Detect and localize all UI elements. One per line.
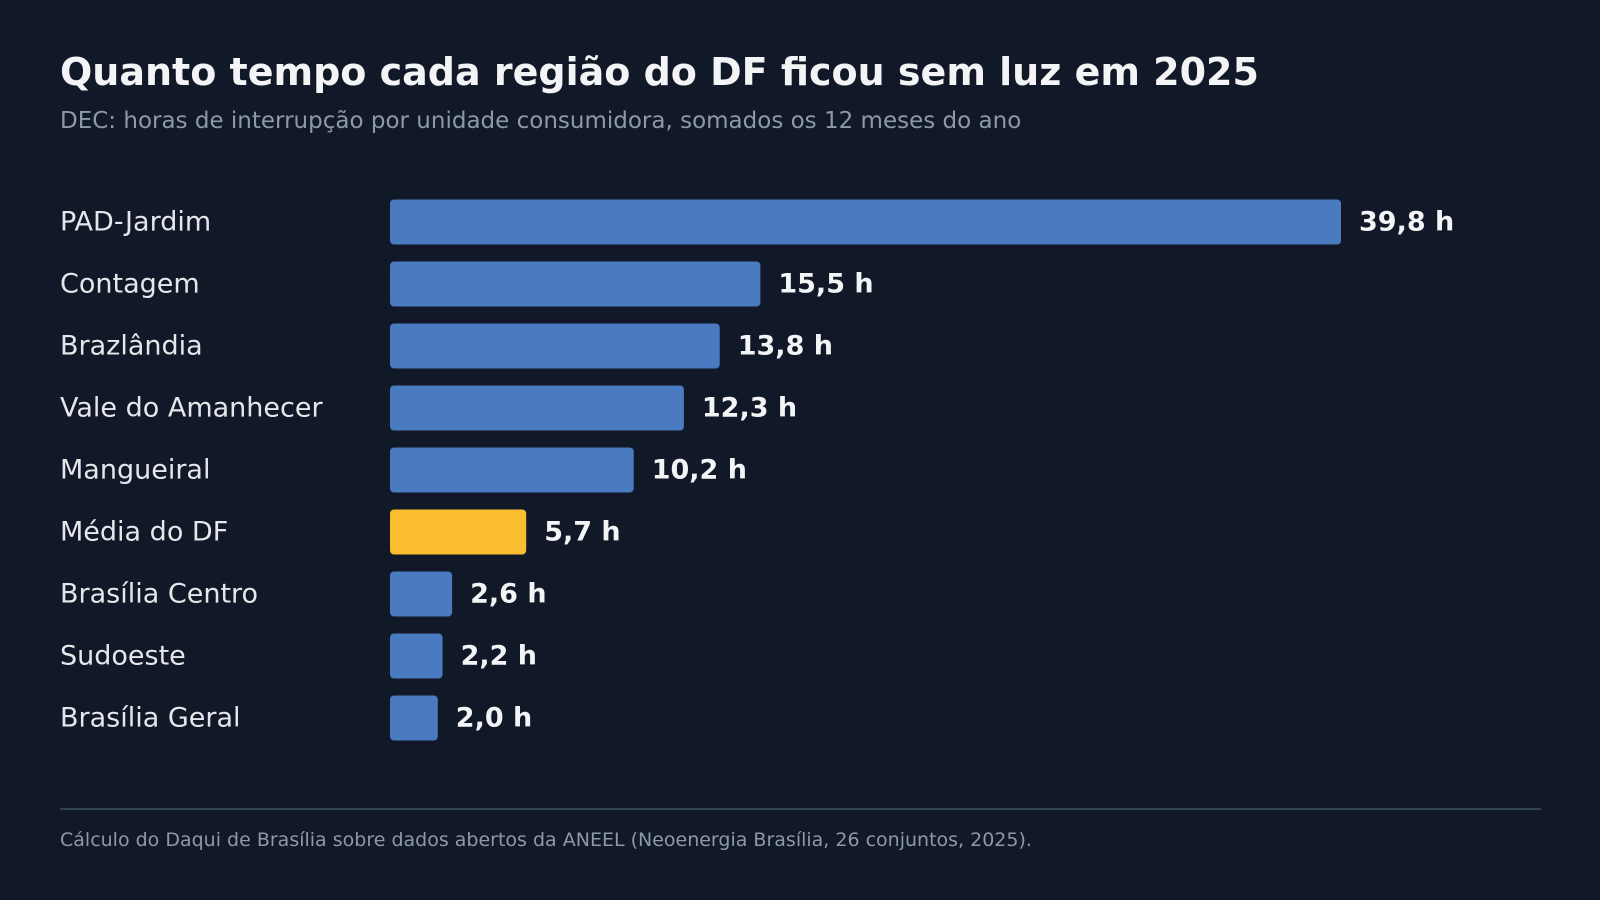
bar-brasilia-centro bbox=[390, 571, 453, 617]
chart-subtitle: DEC: horas de interrupção por unidade co… bbox=[60, 108, 1022, 134]
bar-chart: PAD-Jardim 39,8 h Contagem 15,5 h Brazlândia… bbox=[60, 199, 1454, 741]
value-label-brasilia-geral: 2,0 h bbox=[456, 703, 532, 734]
value-label-vale-do-amanhecer: 12,3 h bbox=[702, 393, 797, 424]
bar-mangueiral bbox=[390, 447, 634, 493]
category-label-brasilia-geral: Brasília Geral bbox=[60, 703, 241, 734]
bar-vale-do-amanhecer bbox=[390, 385, 684, 431]
category-label-contagem: Contagem bbox=[60, 269, 200, 300]
bar-brasilia-geral bbox=[390, 695, 438, 741]
value-label-contagem: 15,5 h bbox=[778, 269, 873, 300]
value-label-media-do-df: 5,7 h bbox=[544, 517, 620, 548]
category-label-media-do-df: Média do DF bbox=[60, 517, 228, 548]
value-label-brazlandia: 13,8 h bbox=[738, 331, 833, 362]
category-label-sudoeste: Sudoeste bbox=[60, 641, 186, 672]
footer-divider bbox=[60, 808, 1541, 810]
bar-media-do-df bbox=[390, 509, 527, 555]
category-label-brasilia-centro: Brasília Centro bbox=[60, 579, 258, 610]
source-note: Cálculo do Daqui de Brasília sobre dados… bbox=[60, 829, 1032, 851]
bar-sudoeste bbox=[390, 633, 443, 679]
category-label-vale-do-amanhecer: Vale do Amanhecer bbox=[60, 393, 323, 424]
bar-brazlandia bbox=[390, 323, 720, 369]
value-label-pad-jardim: 39,8 h bbox=[1359, 207, 1454, 238]
bar-contagem bbox=[390, 261, 761, 307]
value-label-brasilia-centro: 2,6 h bbox=[470, 579, 546, 610]
category-label-mangueiral: Mangueiral bbox=[60, 455, 210, 486]
value-label-sudoeste: 2,2 h bbox=[461, 641, 537, 672]
category-label-brazlandia: Brazlândia bbox=[60, 331, 203, 362]
category-label-pad-jardim: PAD-Jardim bbox=[60, 207, 211, 238]
bar-pad-jardim bbox=[390, 199, 1341, 245]
value-label-mangueiral: 10,2 h bbox=[652, 455, 747, 486]
chart-title: Quanto tempo cada região do DF ficou sem… bbox=[60, 50, 1259, 94]
